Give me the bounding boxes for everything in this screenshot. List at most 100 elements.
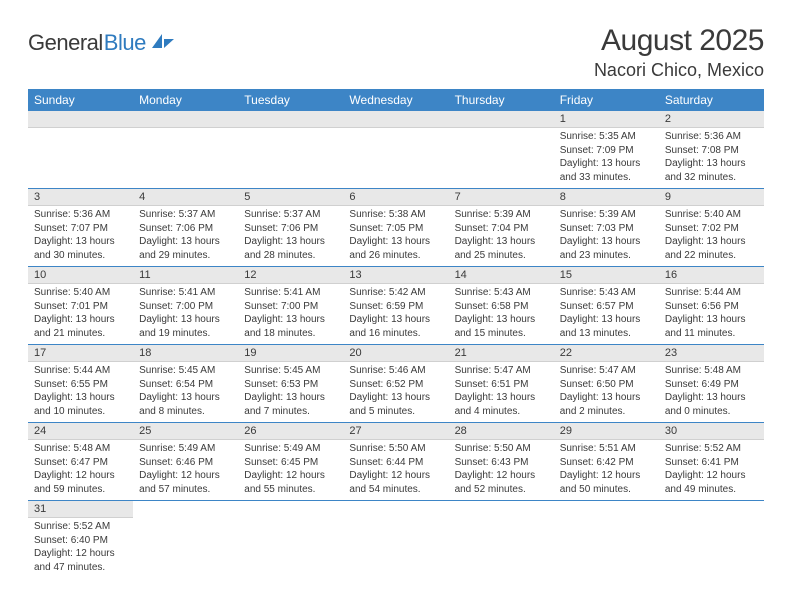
day-number: 6 xyxy=(343,189,448,206)
calendar-cell: 24Sunrise: 5:48 AMSunset: 6:47 PMDayligh… xyxy=(28,423,133,501)
calendar-cell: 11Sunrise: 5:41 AMSunset: 7:00 PMDayligh… xyxy=(133,267,238,345)
day-body: Sunrise: 5:41 AMSunset: 7:00 PMDaylight:… xyxy=(238,284,343,344)
day-number: 28 xyxy=(449,423,554,440)
calendar-cell: 2Sunrise: 5:36 AMSunset: 7:08 PMDaylight… xyxy=(659,111,764,189)
day-number xyxy=(28,111,133,128)
day-body: Sunrise: 5:50 AMSunset: 6:43 PMDaylight:… xyxy=(449,440,554,500)
day-number: 4 xyxy=(133,189,238,206)
day-body: Sunrise: 5:48 AMSunset: 6:49 PMDaylight:… xyxy=(659,362,764,422)
day-number: 5 xyxy=(238,189,343,206)
logo-text-1: General xyxy=(28,30,103,56)
day-number: 10 xyxy=(28,267,133,284)
calendar-cell xyxy=(238,501,343,579)
day-number: 22 xyxy=(554,345,659,362)
calendar-cell: 15Sunrise: 5:43 AMSunset: 6:57 PMDayligh… xyxy=(554,267,659,345)
day-number xyxy=(343,111,448,128)
calendar-cell: 10Sunrise: 5:40 AMSunset: 7:01 PMDayligh… xyxy=(28,267,133,345)
day-body: Sunrise: 5:43 AMSunset: 6:58 PMDaylight:… xyxy=(449,284,554,344)
weekday-header: Monday xyxy=(133,89,238,111)
calendar-cell xyxy=(133,111,238,189)
day-body: Sunrise: 5:50 AMSunset: 6:44 PMDaylight:… xyxy=(343,440,448,500)
day-number: 24 xyxy=(28,423,133,440)
day-body: Sunrise: 5:43 AMSunset: 6:57 PMDaylight:… xyxy=(554,284,659,344)
calendar-cell xyxy=(238,111,343,189)
day-body: Sunrise: 5:40 AMSunset: 7:02 PMDaylight:… xyxy=(659,206,764,266)
day-body: Sunrise: 5:42 AMSunset: 6:59 PMDaylight:… xyxy=(343,284,448,344)
day-body: Sunrise: 5:52 AMSunset: 6:40 PMDaylight:… xyxy=(28,518,133,578)
day-number xyxy=(133,111,238,128)
weekday-header: Saturday xyxy=(659,89,764,111)
day-body: Sunrise: 5:44 AMSunset: 6:56 PMDaylight:… xyxy=(659,284,764,344)
calendar-cell: 7Sunrise: 5:39 AMSunset: 7:04 PMDaylight… xyxy=(449,189,554,267)
calendar-cell: 20Sunrise: 5:46 AMSunset: 6:52 PMDayligh… xyxy=(343,345,448,423)
calendar-cell: 3Sunrise: 5:36 AMSunset: 7:07 PMDaylight… xyxy=(28,189,133,267)
day-body: Sunrise: 5:39 AMSunset: 7:04 PMDaylight:… xyxy=(449,206,554,266)
day-number: 25 xyxy=(133,423,238,440)
day-body: Sunrise: 5:41 AMSunset: 7:00 PMDaylight:… xyxy=(133,284,238,344)
day-number: 26 xyxy=(238,423,343,440)
logo: GeneralBlue xyxy=(28,30,176,56)
day-body: Sunrise: 5:44 AMSunset: 6:55 PMDaylight:… xyxy=(28,362,133,422)
calendar-table: SundayMondayTuesdayWednesdayThursdayFrid… xyxy=(28,89,764,578)
weekday-header: Tuesday xyxy=(238,89,343,111)
title-block: August 2025 Nacori Chico, Mexico xyxy=(594,24,764,81)
day-number: 9 xyxy=(659,189,764,206)
calendar-cell xyxy=(343,111,448,189)
logo-text-2: Blue xyxy=(104,30,146,56)
day-number: 19 xyxy=(238,345,343,362)
calendar-cell xyxy=(659,501,764,579)
calendar-cell: 28Sunrise: 5:50 AMSunset: 6:43 PMDayligh… xyxy=(449,423,554,501)
calendar-cell: 9Sunrise: 5:40 AMSunset: 7:02 PMDaylight… xyxy=(659,189,764,267)
day-number: 8 xyxy=(554,189,659,206)
calendar-cell xyxy=(133,501,238,579)
day-number: 27 xyxy=(343,423,448,440)
calendar-cell: 23Sunrise: 5:48 AMSunset: 6:49 PMDayligh… xyxy=(659,345,764,423)
calendar-cell: 6Sunrise: 5:38 AMSunset: 7:05 PMDaylight… xyxy=(343,189,448,267)
calendar-cell xyxy=(554,501,659,579)
day-number: 7 xyxy=(449,189,554,206)
day-body: Sunrise: 5:45 AMSunset: 6:54 PMDaylight:… xyxy=(133,362,238,422)
calendar-cell: 4Sunrise: 5:37 AMSunset: 7:06 PMDaylight… xyxy=(133,189,238,267)
day-body: Sunrise: 5:48 AMSunset: 6:47 PMDaylight:… xyxy=(28,440,133,500)
calendar-cell: 22Sunrise: 5:47 AMSunset: 6:50 PMDayligh… xyxy=(554,345,659,423)
calendar-cell: 1Sunrise: 5:35 AMSunset: 7:09 PMDaylight… xyxy=(554,111,659,189)
calendar-cell: 29Sunrise: 5:51 AMSunset: 6:42 PMDayligh… xyxy=(554,423,659,501)
calendar-cell: 31Sunrise: 5:52 AMSunset: 6:40 PMDayligh… xyxy=(28,501,133,579)
day-number: 31 xyxy=(28,501,133,518)
day-body: Sunrise: 5:49 AMSunset: 6:46 PMDaylight:… xyxy=(133,440,238,500)
day-body: Sunrise: 5:49 AMSunset: 6:45 PMDaylight:… xyxy=(238,440,343,500)
calendar-cell: 30Sunrise: 5:52 AMSunset: 6:41 PMDayligh… xyxy=(659,423,764,501)
calendar-cell: 14Sunrise: 5:43 AMSunset: 6:58 PMDayligh… xyxy=(449,267,554,345)
day-body: Sunrise: 5:39 AMSunset: 7:03 PMDaylight:… xyxy=(554,206,659,266)
day-number xyxy=(449,111,554,128)
day-number xyxy=(238,111,343,128)
day-body: Sunrise: 5:51 AMSunset: 6:42 PMDaylight:… xyxy=(554,440,659,500)
calendar-cell: 17Sunrise: 5:44 AMSunset: 6:55 PMDayligh… xyxy=(28,345,133,423)
calendar-cell: 18Sunrise: 5:45 AMSunset: 6:54 PMDayligh… xyxy=(133,345,238,423)
day-number: 21 xyxy=(449,345,554,362)
day-body: Sunrise: 5:46 AMSunset: 6:52 PMDaylight:… xyxy=(343,362,448,422)
day-body: Sunrise: 5:38 AMSunset: 7:05 PMDaylight:… xyxy=(343,206,448,266)
day-body: Sunrise: 5:37 AMSunset: 7:06 PMDaylight:… xyxy=(238,206,343,266)
day-number: 30 xyxy=(659,423,764,440)
sail-icon xyxy=(150,30,176,56)
day-number: 16 xyxy=(659,267,764,284)
day-number: 15 xyxy=(554,267,659,284)
month-title: August 2025 xyxy=(594,24,764,58)
weekday-header: Sunday xyxy=(28,89,133,111)
day-body: Sunrise: 5:36 AMSunset: 7:08 PMDaylight:… xyxy=(659,128,764,188)
calendar-cell xyxy=(449,111,554,189)
day-number: 13 xyxy=(343,267,448,284)
day-number: 12 xyxy=(238,267,343,284)
calendar-cell: 21Sunrise: 5:47 AMSunset: 6:51 PMDayligh… xyxy=(449,345,554,423)
day-body: Sunrise: 5:47 AMSunset: 6:51 PMDaylight:… xyxy=(449,362,554,422)
day-number: 18 xyxy=(133,345,238,362)
day-body: Sunrise: 5:37 AMSunset: 7:06 PMDaylight:… xyxy=(133,206,238,266)
calendar-cell: 13Sunrise: 5:42 AMSunset: 6:59 PMDayligh… xyxy=(343,267,448,345)
day-number: 1 xyxy=(554,111,659,128)
calendar-cell: 16Sunrise: 5:44 AMSunset: 6:56 PMDayligh… xyxy=(659,267,764,345)
calendar-cell xyxy=(28,111,133,189)
calendar-cell: 19Sunrise: 5:45 AMSunset: 6:53 PMDayligh… xyxy=(238,345,343,423)
weekday-header: Wednesday xyxy=(343,89,448,111)
day-number: 14 xyxy=(449,267,554,284)
